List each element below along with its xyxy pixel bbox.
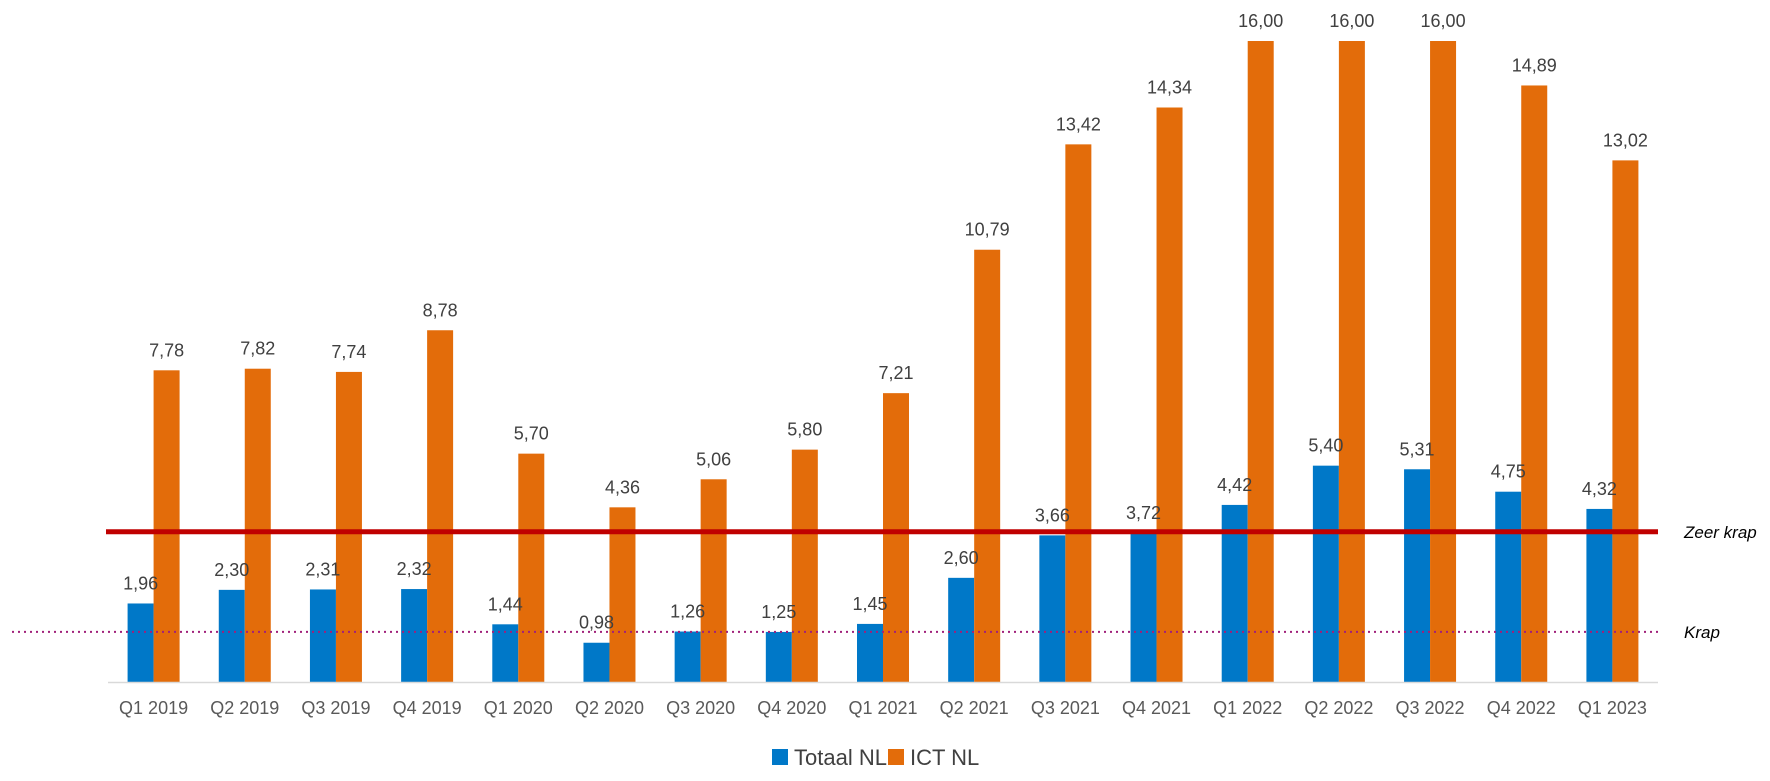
data-label-totaal-nl-15: 4,75 [1491, 462, 1526, 482]
x-tick-label-8: Q1 2021 [848, 698, 917, 718]
bar-ict-nl-2 [335, 371, 362, 682]
data-label-totaal-nl-8: 1,45 [852, 594, 887, 614]
x-tick-label-13: Q2 2022 [1304, 698, 1373, 718]
data-label-ict-nl-6: 5,06 [696, 449, 731, 469]
x-tick-label-10: Q3 2021 [1031, 698, 1100, 718]
data-label-totaal-nl-11: 3,72 [1126, 503, 1161, 523]
bar-totaal-nl-0 [127, 603, 154, 682]
data-label-totaal-nl-6: 1,26 [670, 602, 705, 622]
bar-ict-nl-7 [791, 449, 818, 682]
data-label-ict-nl-1: 7,82 [240, 339, 275, 359]
data-label-ict-nl-2: 7,74 [331, 342, 366, 362]
data-label-totaal-nl-10: 3,66 [1035, 505, 1070, 525]
data-label-ict-nl-9: 10,79 [965, 220, 1010, 240]
data-label-ict-nl-16: 13,02 [1603, 130, 1648, 150]
data-label-totaal-nl-2: 2,31 [305, 559, 340, 579]
bar-ict-nl-1 [244, 368, 271, 682]
bar-ict-nl-5 [609, 507, 636, 682]
data-label-ict-nl-12: 16,00 [1238, 11, 1283, 31]
bar-totaal-nl-9 [948, 577, 975, 682]
bar-totaal-nl-15 [1495, 491, 1522, 682]
data-label-totaal-nl-5: 0,98 [579, 613, 614, 633]
data-label-ict-nl-5: 4,36 [605, 477, 640, 497]
bar-ict-nl-14 [1430, 41, 1457, 682]
bar-ict-nl-12 [1247, 41, 1274, 682]
x-tick-label-11: Q4 2021 [1122, 698, 1191, 718]
legend-label-ict-nl: ICT NL [910, 745, 979, 770]
legend-swatch-ict-nl [888, 749, 904, 765]
legend: Totaal NL ICT NL [772, 745, 979, 770]
x-tick-label-12: Q1 2022 [1213, 698, 1282, 718]
x-tick-label-14: Q3 2022 [1396, 698, 1465, 718]
x-tick-label-15: Q4 2022 [1487, 698, 1556, 718]
bar-totaal-nl-16 [1586, 508, 1613, 682]
bars-layer [127, 41, 1639, 683]
data-label-totaal-nl-4: 1,44 [488, 594, 523, 614]
bar-ict-nl-4 [518, 453, 545, 682]
data-label-ict-nl-11: 14,34 [1147, 78, 1192, 98]
x-tick-label-16: Q1 2023 [1578, 698, 1647, 718]
data-label-totaal-nl-13: 5,40 [1308, 436, 1343, 456]
x-tick-label-1: Q2 2019 [210, 698, 279, 718]
bar-totaal-nl-1 [218, 589, 245, 682]
data-label-ict-nl-8: 7,21 [878, 363, 913, 383]
x-tick-label-5: Q2 2020 [575, 698, 644, 718]
bar-ict-nl-10 [1065, 144, 1092, 682]
bar-totaal-nl-14 [1404, 469, 1431, 682]
bar-ict-nl-6 [700, 479, 727, 682]
data-label-ict-nl-15: 14,89 [1512, 55, 1557, 75]
data-label-totaal-nl-0: 1,96 [123, 573, 158, 593]
bar-totaal-nl-13 [1312, 465, 1339, 682]
zeer-krap-label: Zeer krap [1683, 523, 1757, 542]
legend-label-totaal-nl: Totaal NL [794, 745, 887, 770]
legend-swatch-totaal-nl [772, 749, 788, 765]
bar-totaal-nl-7 [765, 631, 792, 682]
bar-ict-nl-8 [883, 393, 909, 682]
data-label-ict-nl-10: 13,42 [1056, 114, 1101, 134]
bar-totaal-nl-2 [309, 589, 336, 682]
data-label-totaal-nl-1: 2,30 [214, 560, 249, 580]
bar-ict-nl-9 [974, 249, 1001, 682]
x-tick-labels-layer: Q1 2019 Q2 2019 Q3 2019 Q4 2019 Q1 2020 Q2 20… [119, 698, 1647, 718]
data-label-ict-nl-14: 16,00 [1421, 11, 1466, 31]
bar-totaal-nl-12 [1221, 504, 1248, 682]
bar-totaal-nl-8 [857, 623, 883, 682]
bar-ict-nl-11 [1156, 107, 1183, 682]
bar-totaal-nl-6 [674, 631, 701, 682]
data-label-ict-nl-0: 7,78 [149, 340, 184, 360]
reference-lines-layer: Zeer krap Krap [12, 523, 1757, 642]
x-tick-label-0: Q1 2019 [119, 698, 188, 718]
bar-totaal-nl-11 [1130, 532, 1157, 682]
bar-ict-nl-13 [1338, 41, 1365, 682]
x-tick-label-7: Q4 2020 [757, 698, 826, 718]
data-label-totaal-nl-9: 2,60 [944, 548, 979, 568]
data-label-ict-nl-4: 5,70 [514, 424, 549, 444]
data-label-totaal-nl-14: 5,31 [1400, 439, 1435, 459]
bar-ict-nl-16 [1612, 160, 1639, 683]
bar-totaal-nl-4 [492, 624, 519, 682]
data-label-ict-nl-13: 16,00 [1329, 11, 1374, 31]
bar-ict-nl-15 [1521, 85, 1548, 683]
bar-ict-nl-0 [153, 370, 180, 682]
x-tick-label-4: Q1 2020 [484, 698, 553, 718]
bar-totaal-nl-10 [1039, 535, 1066, 682]
x-tick-label-6: Q3 2020 [666, 698, 735, 718]
data-label-ict-nl-7: 5,80 [787, 420, 822, 440]
data-label-totaal-nl-16: 4,32 [1582, 479, 1617, 499]
x-tick-label-2: Q3 2019 [301, 698, 370, 718]
data-label-totaal-nl-3: 2,32 [397, 559, 432, 579]
x-tick-label-3: Q4 2019 [393, 698, 462, 718]
bar-ict-nl-3 [427, 330, 454, 682]
bar-totaal-nl-5 [583, 642, 610, 682]
data-label-totaal-nl-7: 1,25 [761, 602, 796, 622]
value-labels-layer: 1,96 7,78 2,30 7,82 2,31 7,74 2,32 8,78 1,44 5,70… [123, 11, 1648, 633]
bar-totaal-nl-3 [401, 589, 428, 682]
krap-label: Krap [1684, 623, 1720, 642]
data-label-totaal-nl-12: 4,42 [1217, 475, 1252, 495]
x-tick-label-9: Q2 2021 [940, 698, 1009, 718]
data-label-ict-nl-3: 8,78 [423, 300, 458, 320]
